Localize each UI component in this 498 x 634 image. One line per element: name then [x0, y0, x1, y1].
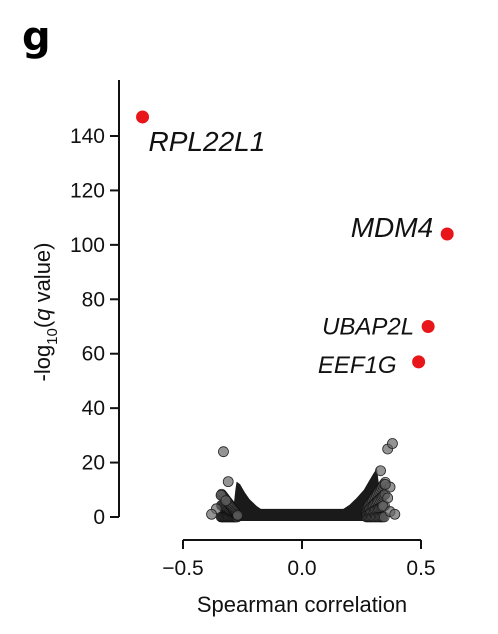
background-point [382, 492, 394, 504]
y-tick-label: 140 [70, 125, 105, 148]
background-point [387, 438, 398, 449]
x-axis: −0.5 0.0 0.5 [162, 539, 436, 580]
background-points [206, 438, 401, 520]
gene-label-eef1g: EEF1G [318, 352, 397, 379]
background-point [377, 500, 389, 512]
y-axis: 0 20 40 60 80 100 120 140 [70, 80, 120, 529]
y-label-post: value) [30, 243, 55, 309]
highlight-point-mdm4 [440, 227, 454, 241]
highlight-point-ubap2l [421, 320, 435, 333]
y-axis-label: -log10(q value) [30, 243, 61, 382]
background-point [206, 508, 217, 520]
y-tick-label: 20 [82, 452, 105, 475]
y-tick-label: 0 [93, 506, 105, 529]
highlighted-points [136, 110, 454, 369]
gene-label-rpl22l1: RPL22L1 [149, 126, 266, 157]
y-label-open: ( [30, 320, 55, 328]
point-cloud [215, 468, 391, 523]
gene-label-ubap2l: UBAP2L [322, 314, 414, 341]
y-label-pre: -log [30, 345, 55, 382]
gene-labels: RPL22L1 MDM4 UBAP2L EEF1G [149, 126, 434, 379]
x-tick-label: 0.0 [287, 557, 316, 580]
y-tick-label: 120 [70, 179, 105, 202]
cloud-dot [232, 509, 243, 521]
y-tick-label: 80 [82, 288, 105, 311]
background-point [375, 465, 386, 477]
highlight-point-eef1g [412, 355, 426, 369]
background-point [379, 478, 391, 490]
y-label-italic: q [30, 308, 55, 321]
x-tick-label: −0.5 [162, 557, 203, 580]
background-point [218, 446, 229, 458]
y-tick-label: 100 [70, 234, 105, 257]
panel-letter: g [22, 14, 51, 60]
y-tick-label: 40 [82, 397, 105, 420]
x-tick-label: 0.5 [406, 557, 435, 580]
gene-label-mdm4: MDM4 [351, 212, 433, 243]
y-tick-label: 60 [82, 343, 105, 366]
y-label-sub: 10 [44, 328, 61, 345]
highlight-point-rpl22l1 [136, 110, 150, 124]
background-point [222, 476, 234, 488]
cloud-base [223, 508, 381, 521]
x-axis-label: Spearman correlation [197, 592, 407, 617]
background-point [220, 495, 232, 507]
background-point [389, 508, 401, 520]
